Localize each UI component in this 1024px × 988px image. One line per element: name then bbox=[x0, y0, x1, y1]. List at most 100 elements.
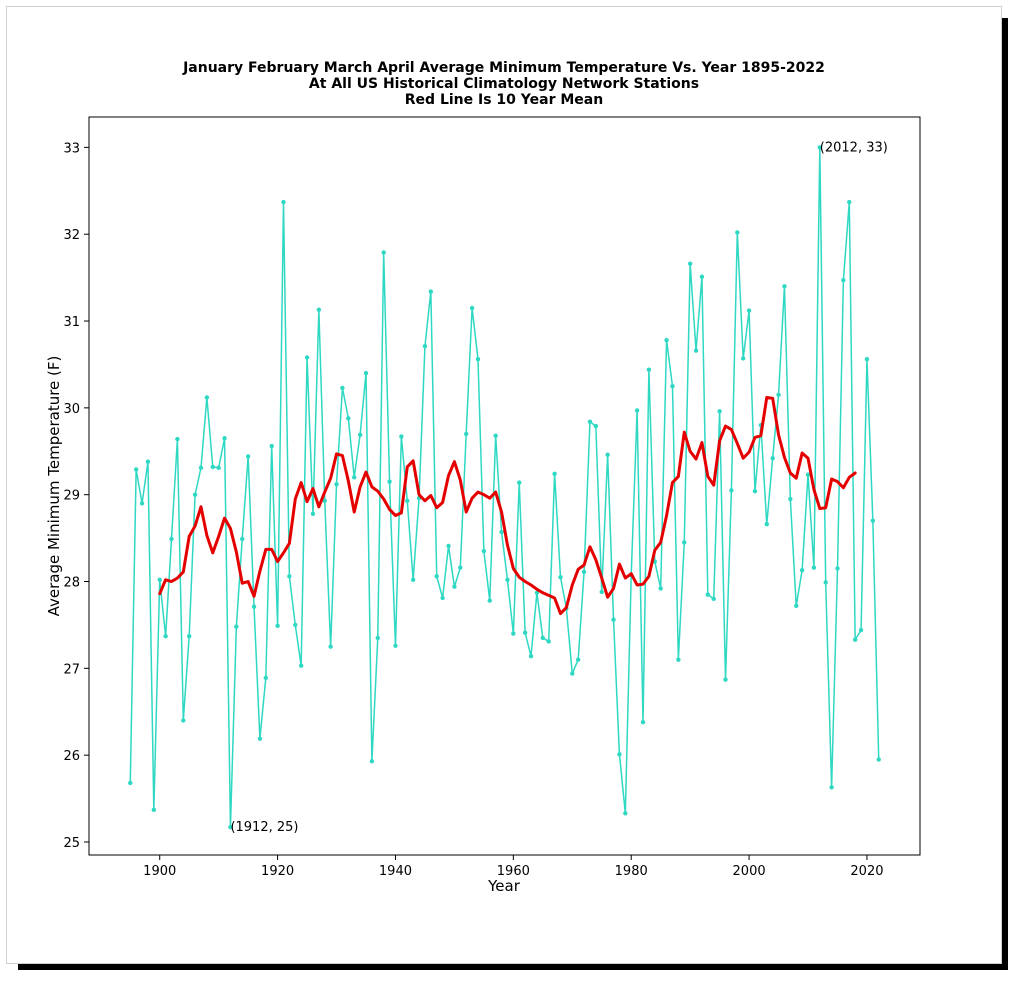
annual-data-point bbox=[375, 635, 380, 641]
annual-data-point bbox=[463, 431, 469, 437]
annual-data-point bbox=[864, 357, 870, 362]
annual-data-point bbox=[552, 471, 557, 477]
annual-data-point bbox=[599, 589, 604, 595]
annual-data-point bbox=[163, 634, 168, 639]
annual-data-point bbox=[776, 392, 781, 398]
annual-data-point bbox=[570, 671, 575, 676]
annual-data-point bbox=[794, 603, 799, 609]
annual-data-point bbox=[428, 289, 434, 294]
y-tick-label: 25 bbox=[63, 836, 80, 851]
chart-title-line-1: January February March April Average Min… bbox=[182, 60, 825, 76]
annual-data-point bbox=[475, 357, 481, 362]
y-tick-label: 33 bbox=[63, 141, 80, 156]
point-annotation: (2012, 33) bbox=[820, 140, 888, 155]
annual-data-point bbox=[575, 657, 581, 662]
annual-data-point bbox=[186, 634, 192, 639]
annual-data-point bbox=[298, 663, 304, 668]
y-tick-label: 26 bbox=[63, 749, 80, 764]
annual-data-point bbox=[611, 617, 616, 622]
annual-data-point bbox=[410, 577, 416, 582]
annual-data-point bbox=[805, 472, 811, 477]
annual-data-point bbox=[346, 416, 351, 421]
annual-data-point bbox=[634, 408, 640, 413]
annual-data-point bbox=[281, 199, 286, 205]
point-annotation: (1912, 25) bbox=[230, 820, 298, 835]
annual-data-point bbox=[216, 465, 221, 470]
annual-data-point bbox=[799, 568, 805, 573]
y-tick-label: 31 bbox=[63, 315, 80, 330]
annual-data-point bbox=[499, 529, 504, 535]
x-axis-label: Year bbox=[487, 877, 521, 895]
x-axis-ticks: 1900 1920 1940 1960 1980 2000 2020 bbox=[143, 855, 884, 879]
annual-data-point bbox=[369, 759, 375, 764]
annual-data-point bbox=[363, 370, 369, 376]
annual-series bbox=[128, 145, 881, 830]
annual-data-point bbox=[269, 443, 274, 449]
annual-data-point bbox=[623, 811, 628, 816]
annual-data-point bbox=[399, 434, 404, 439]
annual-data-point bbox=[605, 452, 610, 457]
annual-data-point bbox=[646, 367, 652, 372]
annual-data-point bbox=[847, 199, 852, 205]
annual-data-point bbox=[481, 548, 487, 554]
annual-data-point bbox=[210, 464, 215, 470]
ten-year-mean-line bbox=[158, 395, 857, 616]
annual-data-point bbox=[204, 395, 210, 400]
annual-data-point bbox=[505, 577, 510, 582]
annual-data-point bbox=[257, 736, 263, 741]
y-axis-ticks: 25 26 27 28 29 30 31 32 33 bbox=[63, 141, 89, 851]
annual-data-point bbox=[145, 459, 151, 464]
annual-data-point bbox=[133, 467, 139, 472]
annual-data-point bbox=[245, 454, 251, 459]
annual-data-point bbox=[434, 574, 439, 579]
annual-data-point bbox=[817, 145, 823, 150]
annual-data-point bbox=[670, 383, 675, 389]
annual-data-point bbox=[181, 718, 186, 723]
annual-data-point bbox=[593, 423, 599, 429]
annual-data-point bbox=[676, 657, 681, 662]
annual-data-point bbox=[752, 489, 758, 494]
annual-data-point bbox=[128, 780, 133, 786]
annual-data-point bbox=[275, 623, 280, 628]
y-tick-label: 29 bbox=[63, 489, 80, 504]
annual-data-point bbox=[192, 492, 198, 497]
annual-data-point bbox=[458, 565, 463, 570]
x-tick-label: 1900 bbox=[143, 864, 176, 879]
annual-data-point bbox=[222, 436, 227, 441]
annual-data-point bbox=[717, 409, 722, 414]
annual-data-point bbox=[334, 482, 339, 487]
annual-data-point bbox=[705, 592, 711, 597]
annual-data-point bbox=[316, 307, 322, 312]
annual-data-point bbox=[870, 518, 876, 523]
annual-data-point bbox=[169, 536, 174, 542]
chart-title-line-2: At All US Historical Climatology Network… bbox=[309, 76, 699, 92]
annual-data-point bbox=[310, 511, 316, 516]
annual-data-point bbox=[587, 419, 593, 424]
y-tick-label: 28 bbox=[63, 576, 80, 591]
annual-data-point bbox=[782, 284, 787, 289]
annual-data-point bbox=[699, 274, 705, 279]
annual-data-point bbox=[175, 436, 180, 442]
x-tick-label: 1920 bbox=[261, 864, 294, 879]
annual-data-point bbox=[811, 565, 817, 570]
annual-data-point bbox=[251, 604, 257, 609]
annual-data-point bbox=[517, 480, 522, 485]
annual-data-point bbox=[617, 752, 622, 757]
plot-area bbox=[88, 116, 921, 856]
x-tick-label: 2000 bbox=[733, 864, 766, 879]
annual-data-point bbox=[139, 501, 145, 506]
annual-data-point bbox=[157, 577, 162, 582]
chart-title: January February March April Average Min… bbox=[182, 60, 825, 108]
annual-data-point bbox=[387, 479, 392, 484]
annual-data-point bbox=[693, 348, 699, 353]
annual-data-point bbox=[835, 566, 840, 571]
x-tick-label: 1980 bbox=[615, 864, 648, 879]
annual-data-point bbox=[841, 278, 846, 283]
x-tick-label: 1940 bbox=[379, 864, 412, 879]
annual-data-point bbox=[540, 635, 546, 641]
annual-data-point bbox=[511, 631, 516, 636]
y-tick-label: 27 bbox=[63, 662, 80, 677]
annual-data-point bbox=[723, 677, 728, 682]
x-tick-label: 1960 bbox=[497, 864, 530, 879]
